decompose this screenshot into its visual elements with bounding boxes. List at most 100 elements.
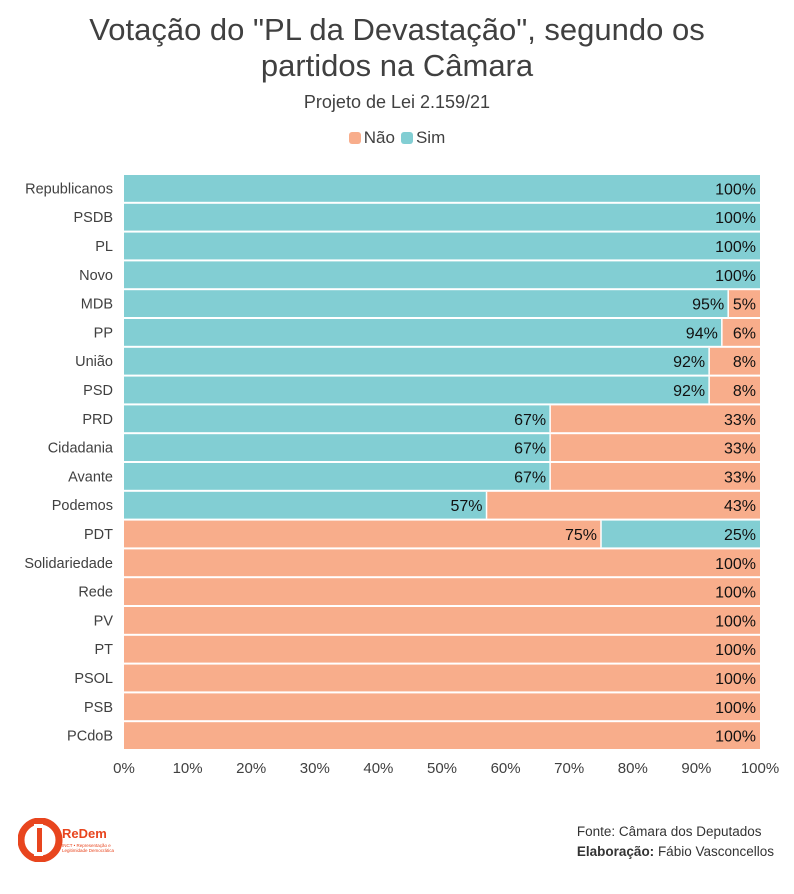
bar-nao-9 [550, 405, 760, 433]
bar-nao-19 [124, 693, 760, 721]
x-tick-label-11: 100% [741, 760, 779, 777]
data-label-sim-2: 100% [715, 210, 756, 227]
x-tick-label-2: 10% [173, 760, 203, 777]
chart-title-line1: Votação do "PL da Devastação", segundo o… [89, 12, 705, 47]
bar-sim-8 [124, 376, 710, 404]
data-label-nao-20: 100% [715, 729, 756, 746]
data-label-sim-1: 100% [715, 181, 756, 198]
data-label-nao-16: 100% [715, 613, 756, 630]
bar-sim-5 [124, 290, 729, 317]
data-label-nao-10: 33% [724, 441, 756, 458]
stacked-bar-chart: Republicanos 100% PSDB 100% PL 100% Novo 100% MD… [24, 175, 779, 777]
bar-nao-16 [124, 607, 760, 634]
credit-name: Fábio Vasconcellos [654, 844, 774, 859]
data-label-nao-7: 8% [733, 354, 756, 371]
bar-nao-13 [124, 520, 601, 548]
data-label-sim-9: 67% [514, 412, 546, 429]
category-label-12: Podemos [52, 498, 113, 514]
data-label-nao-11: 33% [724, 469, 756, 486]
logo-tagline1: INCT • Representação e [62, 843, 111, 848]
bar-nao-12 [486, 491, 760, 519]
category-label-7: União [75, 354, 113, 370]
category-label-8: PSD [83, 383, 113, 399]
category-label-14: Solidariedade [24, 556, 113, 572]
logo-name: ReDem [62, 826, 107, 841]
category-label-11: Avante [68, 469, 113, 485]
x-tick-label-1: 0% [113, 760, 135, 777]
logo-bar [37, 828, 42, 852]
category-label-18: PSOL [74, 671, 113, 687]
legend-label-nao: Não [363, 128, 395, 147]
credit-label: Elaboração: [576, 844, 655, 859]
redem-logo: ReDem INCT • Representação e Legitimidad… [18, 818, 115, 862]
category-label-16: PV [94, 613, 114, 629]
x-tick-label-10: 90% [681, 760, 711, 777]
legend-swatch-sim [400, 132, 413, 144]
x-tick-label-4: 30% [300, 760, 330, 777]
logo-ring [18, 818, 63, 862]
data-label-nao-14: 100% [715, 556, 756, 573]
bar-nao-11 [550, 463, 760, 490]
chart-title-line2: partidos na Câmara [260, 48, 534, 83]
category-label-19: PSB [84, 700, 113, 716]
category-label-13: PDT [84, 527, 113, 543]
bar-nao-10 [550, 434, 760, 461]
bar-nao-5 [728, 290, 760, 317]
bar-sim-7 [124, 347, 710, 375]
data-label-nao-18: 100% [715, 671, 756, 688]
data-label-sim-7: 92% [673, 354, 705, 371]
category-label-17: PT [94, 642, 113, 658]
category-label-4: Novo [79, 268, 113, 284]
bar-nao-8 [709, 376, 760, 404]
category-label-3: PL [95, 239, 113, 255]
bar-sim-11 [124, 463, 551, 490]
data-label-sim-6: 94% [686, 325, 718, 342]
bar-nao-20 [124, 722, 760, 749]
data-label-sim-11: 67% [514, 469, 546, 486]
category-label-15: Rede [78, 585, 113, 601]
data-label-sim-4: 100% [715, 268, 756, 285]
bar-sim-1 [124, 175, 760, 202]
legend-label-sim: Sim [415, 128, 446, 147]
legend-swatch-nao [348, 132, 361, 144]
bar-sim-9 [124, 405, 551, 433]
data-label-sim-3: 100% [715, 239, 756, 256]
chart-subtitle: Projeto de Lei 2.159/21 [303, 92, 491, 112]
data-label-nao-8: 8% [733, 383, 756, 400]
x-tick-label-3: 20% [236, 760, 266, 777]
category-label-10: Cidadania [48, 441, 114, 457]
x-tick-label-8: 70% [554, 760, 584, 777]
data-label-nao-12: 43% [724, 498, 756, 515]
category-label-20: PCdoB [67, 729, 113, 745]
data-label-nao-6: 6% [733, 325, 756, 342]
credit-text: Elaboração: Fábio Vasconcellos [577, 842, 774, 862]
data-label-nao-5: 5% [733, 297, 756, 314]
data-label-sim-10: 67% [514, 441, 546, 458]
source-text: Fonte: Câmara dos Deputados [576, 824, 762, 839]
data-label-sim-12: 57% [450, 498, 482, 515]
data-label-sim-13: 25% [724, 527, 756, 544]
bar-nao-18 [124, 664, 760, 692]
category-label-5: MDB [81, 297, 113, 313]
chart-title: Votação do "PL da Devastação", segundo o… [0, 12, 794, 84]
data-label-nao-13: 75% [565, 527, 597, 544]
category-label-9: PRD [82, 412, 113, 428]
x-tick-label-6: 50% [427, 760, 457, 777]
x-tick-label-7: 60% [491, 760, 521, 777]
category-label-2: PSDB [74, 210, 114, 226]
bar-sim-12 [124, 491, 487, 519]
bar-nao-15 [124, 578, 760, 605]
category-label-1: Republicanos [25, 181, 113, 197]
bar-sim-10 [124, 434, 551, 461]
data-label-sim-8: 92% [673, 383, 705, 400]
bar-sim-6 [124, 319, 722, 346]
data-label-nao-15: 100% [715, 585, 756, 602]
bar-sim-13 [601, 520, 760, 548]
bar-nao-17 [124, 635, 760, 663]
legend-item-sim: Sim [400, 128, 446, 148]
data-label-nao-9: 33% [724, 412, 756, 429]
bar-sim-2 [124, 203, 760, 231]
x-tick-label-5: 40% [363, 760, 393, 777]
bar-nao-7 [709, 347, 760, 375]
legend: Não Sim [0, 128, 794, 148]
